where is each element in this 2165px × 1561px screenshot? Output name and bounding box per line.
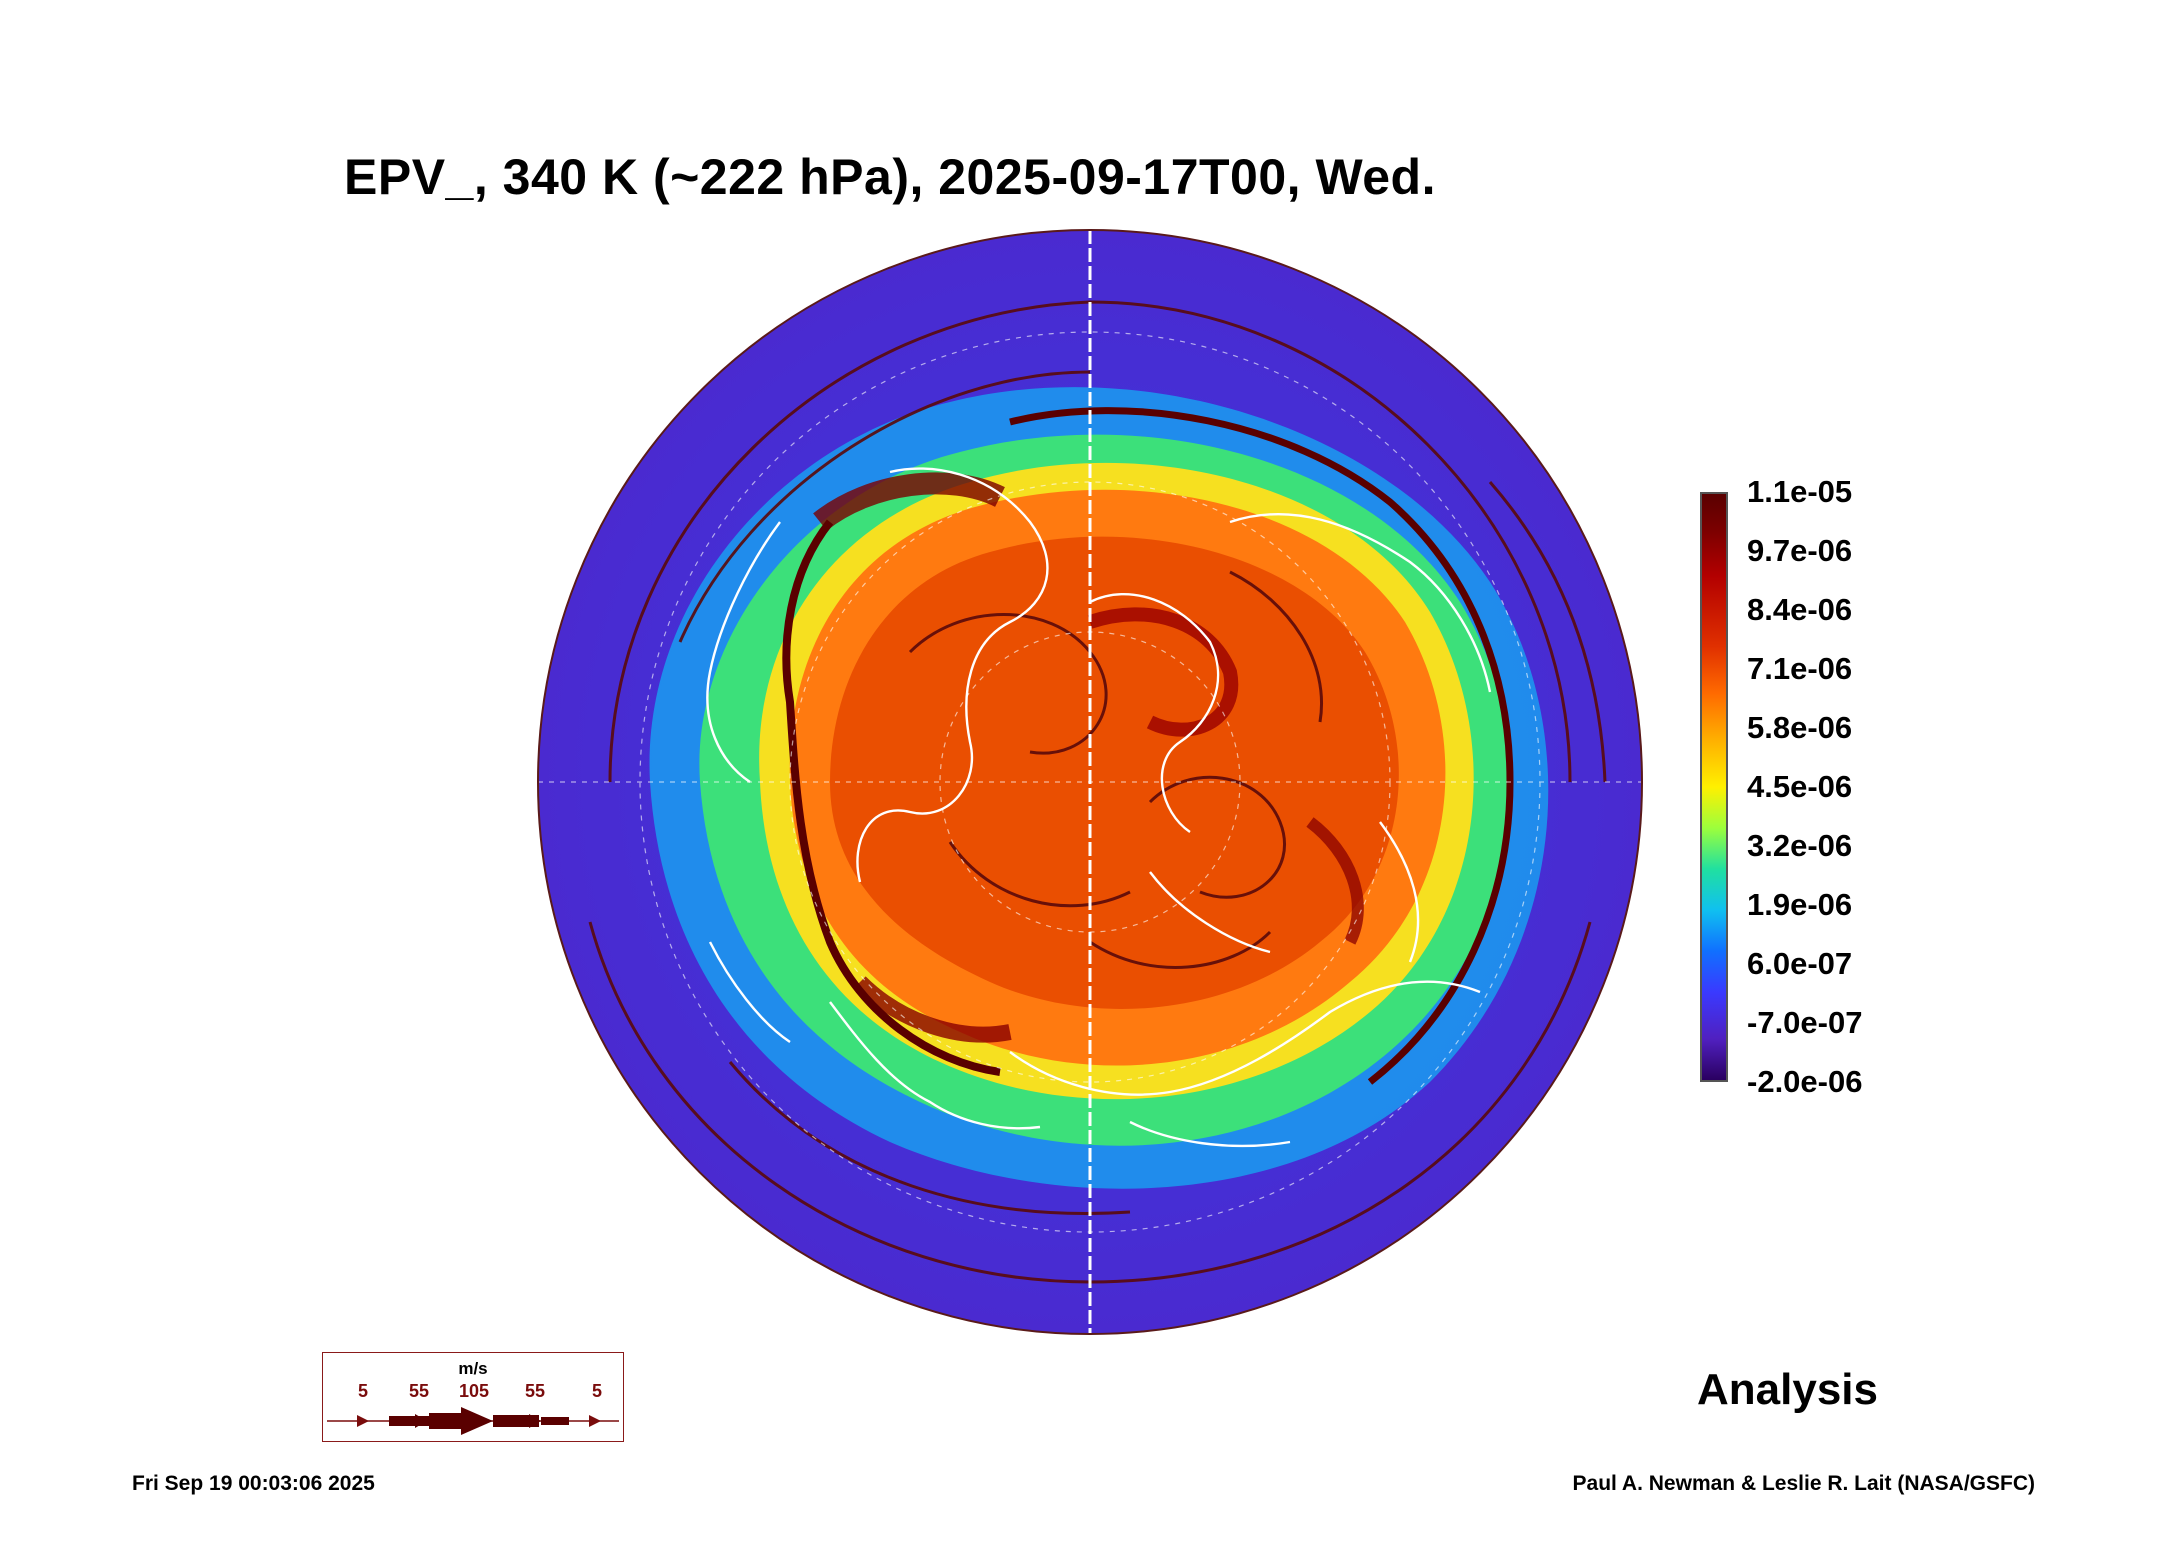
colorbar-label: -2.0e-06	[1747, 1064, 1863, 1099]
wind-legend-unit: m/s	[458, 1359, 488, 1378]
wind-legend-value: 5	[591, 1381, 603, 1401]
colorbar-label: 6.0e-07	[1747, 946, 1853, 981]
wind-legend-value: 55	[524, 1381, 546, 1401]
polar-map	[530, 222, 1650, 1342]
wind-legend-value: 55	[408, 1381, 430, 1401]
colorbar	[1700, 492, 1728, 1082]
analysis-label: Analysis	[1697, 1365, 1878, 1414]
map-title: EPV_, 340 K (~222 hPa), 2025-09-17T00, W…	[344, 149, 1436, 205]
coastlines	[706, 467, 1492, 1148]
inner-pv-core	[830, 536, 1399, 1009]
wind-legend-value: 105	[458, 1381, 490, 1401]
wind-legend-value: 5	[357, 1381, 369, 1401]
credit: Paul A. Newman & Leslie R. Lait (NASA/GS…	[1572, 1472, 2035, 1495]
timestamp: Fri Sep 19 00:03:06 2025	[132, 1472, 375, 1495]
colorbar-label: 1.9e-06	[1747, 887, 1853, 922]
wind-speed-legend: m/s 5 55 105 55 5	[322, 1352, 624, 1442]
wind-legend-arrow	[327, 1407, 619, 1435]
colorbar-label: 9.7e-06	[1747, 533, 1853, 568]
colorbar-label: 3.2e-06	[1747, 828, 1853, 863]
globe-outline	[537, 229, 1643, 1335]
colorbar-label: 4.5e-06	[1747, 769, 1853, 804]
colorbar-label: -7.0e-07	[1747, 1005, 1863, 1040]
colorbar-label: 1.1e-05	[1747, 474, 1853, 509]
colorbar-label: 7.1e-06	[1747, 651, 1853, 686]
polar-projection-svg	[537, 229, 1643, 1335]
colorbar-label: 8.4e-06	[1747, 592, 1853, 627]
colorbar-label: 5.8e-06	[1747, 710, 1853, 745]
